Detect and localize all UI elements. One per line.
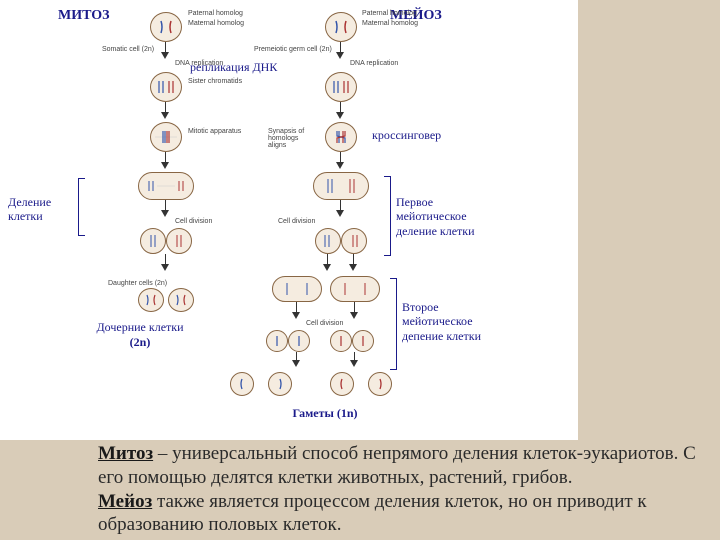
mitosis-cytokinesis-left	[140, 228, 166, 254]
definition-text: Митоз – универсальный способ непрямого д…	[98, 442, 708, 537]
meiosis2-cyto-2	[288, 330, 310, 352]
paternal-label2: Paternal homolog	[362, 10, 417, 17]
meiosis-replicated-cell	[325, 72, 357, 102]
gamete-3	[330, 372, 354, 396]
mitosis-daughter-1	[138, 288, 164, 312]
arrow-icon	[336, 162, 344, 169]
arrow-icon	[350, 360, 358, 367]
arrow-line	[340, 152, 341, 162]
arrow-line	[327, 254, 328, 264]
meiosis-parent-cell	[325, 12, 357, 42]
arrow-icon	[350, 312, 358, 319]
gamete-4	[368, 372, 392, 396]
replication-label: репликация ДНК	[190, 60, 277, 74]
cell-div3-label: Cell division	[306, 320, 343, 327]
arrow-icon	[161, 52, 169, 59]
bracket-left	[78, 178, 85, 236]
arrow-line	[165, 42, 166, 52]
daughter-cells-label: Дочерние клетки (2n)	[70, 320, 210, 350]
meiosis-term: Мейоз	[98, 491, 152, 512]
arrow-line	[340, 200, 341, 210]
mitosis-replicated-cell	[150, 72, 182, 102]
crossover-label: кроссинговер	[372, 128, 441, 142]
mitosis-header: МИТОЗ	[58, 8, 110, 24]
mitosis-anaphase-cell	[138, 172, 194, 200]
mitosis-metaphase-cell	[150, 122, 182, 152]
paternal-label: Paternal homolog	[188, 10, 243, 17]
arrow-icon	[161, 264, 169, 271]
mitosis-parent-cell	[150, 12, 182, 42]
arrow-icon	[292, 360, 300, 367]
arrow-icon	[336, 210, 344, 217]
arrow-icon	[336, 112, 344, 119]
arrow-icon	[161, 112, 169, 119]
mitosis-term: Митоз	[98, 443, 153, 464]
cell-div2-label: Cell division	[278, 218, 315, 225]
second-meiotic-label: Второе мейотическое депение клетки	[402, 300, 502, 343]
gametes-label: Гаметы (1n)	[250, 406, 400, 421]
maternal-label2: Maternal homolog	[362, 20, 418, 27]
dna-rep2-label: DNA replication	[350, 60, 398, 67]
premeiotic-label: Premeiotic germ cell (2n)	[254, 46, 332, 53]
gamete-1	[230, 372, 254, 396]
arrow-icon	[323, 264, 331, 271]
gamete-2	[268, 372, 292, 396]
mitotic-app-label: Mitotic apparatus	[188, 128, 241, 135]
somatic-label: Somatic cell (2n)	[102, 46, 154, 53]
meiosis-metaphase2-cell-1	[272, 276, 322, 302]
meiosis1-daughter-2	[341, 228, 367, 254]
meiosis-def: также является процессом деления клеток,…	[98, 491, 647, 536]
meiosis-metaphase1-cell	[313, 172, 369, 200]
cell-division-label-left: Деление клетки	[8, 195, 78, 224]
arrow-icon	[349, 264, 357, 271]
maternal-label: Maternal homolog	[188, 20, 244, 27]
meiosis2-cyto-1	[266, 330, 288, 352]
meiosis-metaphase2-cell-2	[330, 276, 380, 302]
mitosis-daughter-2	[168, 288, 194, 312]
arrow-line	[165, 152, 166, 162]
arrow-line	[165, 102, 166, 112]
meiosis-crossover-cell	[325, 122, 357, 152]
arrow-line	[165, 200, 166, 210]
meiosis2-cyto-4	[352, 330, 374, 352]
arrow-line	[353, 254, 354, 264]
synapsis-label: Synapsis of homologs aligns	[268, 128, 318, 149]
bracket-second-meiotic	[390, 278, 397, 370]
arrow-line	[340, 102, 341, 112]
arrow-line	[354, 352, 355, 360]
arrow-line	[165, 254, 166, 264]
arrow-line	[296, 352, 297, 360]
cell-div-label: Cell division	[175, 218, 212, 225]
arrow-line	[296, 302, 297, 312]
arrow-icon	[161, 210, 169, 217]
arrow-icon	[336, 52, 344, 59]
cell-division-diagram: МИТОЗ МЕЙОЗ Paternal homolog Maternal ho…	[0, 0, 578, 440]
meiosis2-cyto-3	[330, 330, 352, 352]
arrow-line	[354, 302, 355, 312]
sister-label: Sister chromatids	[188, 78, 242, 85]
mitosis-cytokinesis-right	[166, 228, 192, 254]
arrow-line	[340, 42, 341, 52]
mitosis-def: – универсальный способ непрямого деления…	[98, 443, 696, 488]
first-meiotic-label: Первое мейотическое деление клетки	[396, 195, 496, 238]
daughter-tiny-label: Daughter cells (2n)	[108, 280, 167, 287]
arrow-icon	[292, 312, 300, 319]
arrow-icon	[161, 162, 169, 169]
bracket-first-meiotic	[384, 176, 391, 256]
meiosis1-daughter-1	[315, 228, 341, 254]
